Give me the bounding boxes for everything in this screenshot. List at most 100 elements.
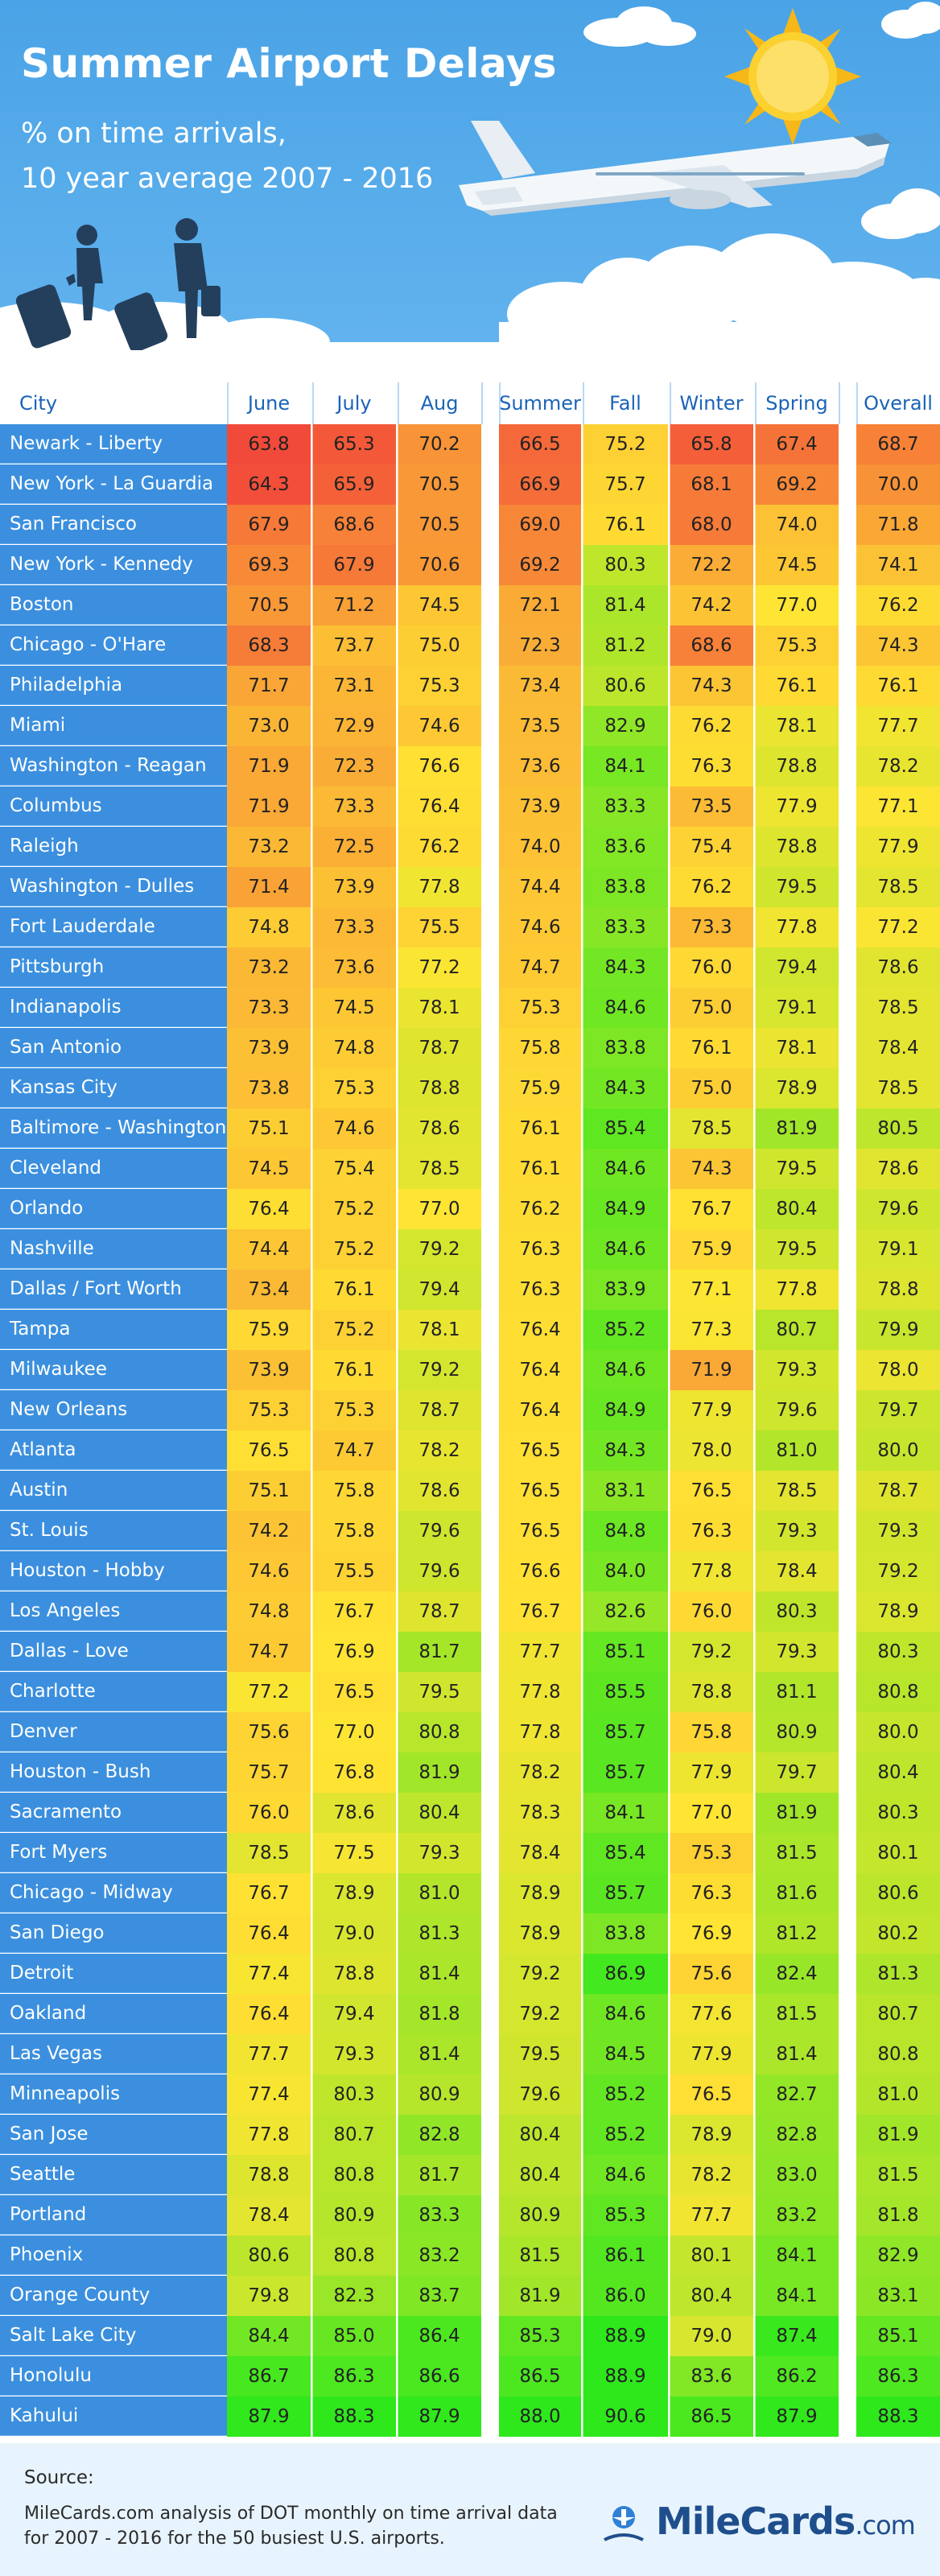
value-cell-aug: 75.0: [398, 625, 481, 666]
value-cell-overall: 81.8: [856, 2195, 940, 2235]
value-cell-winter: 76.3: [670, 746, 753, 786]
column-gridline: [397, 424, 398, 2437]
header-divider: [755, 382, 757, 424]
value-cell-summer: 74.7: [499, 947, 581, 988]
table-row: Phoenix 80.6 80.8 83.2 81.5 86.1 80.1 84.1 82.9: [0, 2235, 940, 2276]
value-cell-winter: 76.7: [670, 1189, 753, 1229]
city-name: Austin: [0, 1471, 227, 1510]
value-cell-spring: 79.5: [755, 1229, 839, 1269]
value-cell-fall: 85.7: [583, 1712, 668, 1752]
value-cell-aug: 77.0: [398, 1189, 481, 1229]
value-cell-july: 75.3: [312, 1068, 396, 1108]
city-name: Sacramento: [0, 1793, 227, 1832]
value-cell-aug: 81.7: [398, 2155, 481, 2195]
value-cell-july: 76.9: [312, 1632, 396, 1672]
value-cell-fall: 85.4: [583, 1833, 668, 1873]
table-row: Dallas - Love 74.7 76.9 81.7 77.7 85.1 79.2 79.…: [0, 1632, 940, 1672]
value-cell-overall: 80.5: [856, 1108, 940, 1149]
value-cell-june: 71.9: [227, 746, 311, 786]
value-cell-aug: 75.3: [398, 666, 481, 706]
value-cell-june: 78.8: [227, 2155, 311, 2195]
city-name: Raleigh: [0, 827, 227, 866]
city-name: Washington - Dulles: [0, 867, 227, 906]
value-cell-spring: 78.1: [755, 706, 839, 746]
value-cell-spring: 78.9: [755, 1068, 839, 1108]
value-cell-summer: 85.3: [499, 2316, 581, 2356]
value-cell-summer: 76.6: [499, 1551, 581, 1591]
header-divider: [499, 382, 501, 424]
value-cell-summer: 73.9: [499, 786, 581, 827]
table-row: Fort Myers 78.5 77.5 79.3 78.4 85.4 75.3 81.5 80…: [0, 1833, 940, 1873]
city-name: New York - La Guardia: [0, 464, 227, 504]
value-cell-aug: 78.1: [398, 1310, 481, 1350]
value-cell-aug: 74.6: [398, 706, 481, 746]
table-row: Pittsburgh 73.2 73.6 77.2 74.7 84.3 76.0 79.4 78…: [0, 947, 940, 988]
value-cell-spring: 79.7: [755, 1752, 839, 1793]
value-cell-summer: 78.9: [499, 1873, 581, 1913]
value-cell-june: 76.4: [227, 1913, 311, 1954]
value-cell-summer: 79.5: [499, 2034, 581, 2074]
value-cell-aug: 83.7: [398, 2276, 481, 2316]
city-name: Orlando: [0, 1189, 227, 1228]
value-cell-winter: 75.3: [670, 1833, 753, 1873]
value-cell-summer: 86.5: [499, 2356, 581, 2396]
city-name: Salt Lake City: [0, 2316, 227, 2355]
city-name: Columbus: [0, 786, 227, 826]
value-cell-june: 74.5: [227, 1149, 311, 1189]
city-name: Phoenix: [0, 2235, 227, 2275]
value-cell-july: 67.9: [312, 545, 396, 585]
header-divider: [583, 382, 584, 424]
value-cell-summer: 78.9: [499, 1913, 581, 1954]
value-cell-fall: 84.6: [583, 1149, 668, 1189]
value-cell-july: 86.3: [312, 2356, 396, 2396]
value-cell-winter: 75.0: [670, 1068, 753, 1108]
value-cell-july: 75.4: [312, 1149, 396, 1189]
value-cell-winter: 71.9: [670, 1350, 753, 1390]
value-cell-june: 75.3: [227, 1390, 311, 1430]
value-cell-spring: 81.9: [755, 1793, 839, 1833]
value-cell-spring: 77.8: [755, 907, 839, 947]
value-cell-june: 76.7: [227, 1873, 311, 1913]
value-cell-june: 69.3: [227, 545, 311, 585]
value-cell-june: 73.2: [227, 947, 311, 988]
value-cell-spring: 82.7: [755, 2074, 839, 2115]
value-cell-july: 75.8: [312, 1471, 396, 1511]
city-name: Charlotte: [0, 1672, 227, 1711]
value-cell-june: 71.4: [227, 867, 311, 907]
city-name: San Antonio: [0, 1028, 227, 1067]
value-cell-overall: 80.3: [856, 1793, 940, 1833]
value-cell-aug: 78.5: [398, 1149, 481, 1189]
value-cell-overall: 85.1: [856, 2316, 940, 2356]
value-cell-fall: 84.3: [583, 947, 668, 988]
value-cell-winter: 76.9: [670, 1913, 753, 1954]
city-name: Orange County: [0, 2276, 227, 2315]
value-cell-fall: 84.1: [583, 746, 668, 786]
value-cell-fall: 88.9: [583, 2356, 668, 2396]
city-name: Seattle: [0, 2155, 227, 2194]
value-cell-july: 76.7: [312, 1591, 396, 1632]
table-row: Washington - Reagan 71.9 72.3 76.6 73.6 84.1 7…: [0, 746, 940, 786]
value-cell-june: 79.8: [227, 2276, 311, 2316]
table-row: Denver 75.6 77.0 80.8 77.8 85.7 75.8 80.9 80.0: [0, 1712, 940, 1752]
table-row: Tampa 75.9 75.2 78.1 76.4 85.2 77.3 80.7 79.9: [0, 1310, 940, 1350]
value-cell-overall: 78.4: [856, 1028, 940, 1068]
value-cell-overall: 78.9: [856, 1591, 940, 1632]
value-cell-overall: 79.2: [856, 1551, 940, 1591]
logo-text: MileCards.com: [656, 2500, 916, 2543]
table-row: Raleigh 73.2 72.5 76.2 74.0 83.6 75.4 78.8 77.9: [0, 827, 940, 867]
value-cell-july: 76.1: [312, 1350, 396, 1390]
value-cell-winter: 75.9: [670, 1229, 753, 1269]
value-cell-spring: 78.5: [755, 1471, 839, 1511]
value-cell-winter: 80.4: [670, 2276, 753, 2316]
value-cell-aug: 76.4: [398, 786, 481, 827]
value-cell-fall: 85.4: [583, 1108, 668, 1149]
travelers-icon: [15, 218, 221, 350]
value-cell-july: 74.6: [312, 1108, 396, 1149]
value-cell-july: 78.6: [312, 1793, 396, 1833]
value-cell-spring: 81.5: [755, 1994, 839, 2034]
column-gridline: [582, 424, 583, 2437]
value-cell-aug: 78.2: [398, 1430, 481, 1471]
value-cell-winter: 76.0: [670, 1591, 753, 1632]
value-cell-overall: 77.2: [856, 907, 940, 947]
value-cell-fall: 84.9: [583, 1390, 668, 1430]
